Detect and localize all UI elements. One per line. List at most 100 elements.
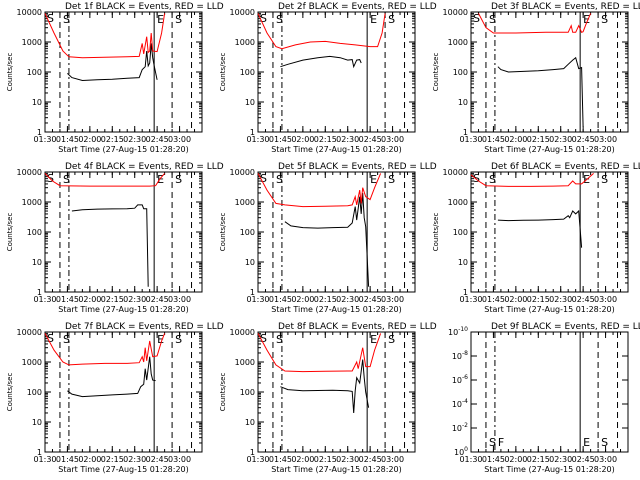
marker-label: S	[489, 13, 496, 26]
marker-label-start: S	[260, 12, 267, 25]
y-tick-label: 10-6	[452, 374, 468, 385]
x-tick-label: 02:00	[78, 295, 101, 304]
y-tick-label: 1000	[22, 358, 42, 367]
chart-title: Det 6f BLACK = Events, RED = LLD	[491, 162, 640, 172]
y-tick-label: 1	[463, 288, 468, 297]
marker-label: S	[175, 333, 182, 346]
y-tick-label: 10000	[230, 168, 255, 177]
x-tick-label: 01:45	[269, 295, 292, 304]
marker-label: E	[583, 13, 590, 26]
x-tick-label: 02:15	[527, 135, 550, 144]
x-tick-label: 02:45	[359, 295, 382, 304]
marker-label: S	[601, 436, 608, 449]
x-tick-label: 01:45	[269, 455, 292, 464]
x-axis-label: Start Time (27-Aug-15 01:28:20)	[484, 305, 615, 314]
x-tick-label: 03:00	[594, 135, 617, 144]
x-tick-label: 01:45	[269, 135, 292, 144]
series-line-lld	[470, 173, 594, 187]
marker-label-start: S	[473, 12, 480, 25]
marker-label: S	[276, 13, 283, 26]
y-tick-label: 10000	[17, 8, 42, 17]
y-tick-label: 10-2	[452, 422, 468, 433]
marker-label: S	[601, 13, 608, 26]
x-tick-label: 02:30	[123, 295, 146, 304]
y-tick-label: 10000	[230, 328, 255, 337]
y-axis-label: Counts/sec	[6, 213, 14, 252]
marker-label-start: S	[473, 172, 480, 185]
series-line-events	[497, 209, 583, 248]
chart-panel-9: Det 9f BLACK = Events, RED = LLD 100 10-2 1…	[448, 322, 640, 474]
x-axis-label: Start Time (27-Aug-15 01:28:20)	[58, 305, 189, 314]
series-line-events	[67, 356, 156, 398]
chart-title: Det 5f BLACK = Events, RED = LLD	[278, 162, 437, 172]
chart-title: Det 3f BLACK = Events, RED = LLD	[491, 2, 640, 12]
x-tick-label: 03:00	[168, 295, 191, 304]
marker-label: S	[489, 436, 496, 449]
series-line-lld	[44, 333, 166, 366]
y-tick-label: 10	[245, 98, 255, 107]
marker-label: E	[157, 333, 164, 346]
x-axis-label: Start Time (27-Aug-15 01:28:20)	[58, 465, 189, 474]
x-tick-label: 02:00	[504, 295, 527, 304]
x-tick-label: 01:45	[56, 135, 79, 144]
y-tick-label: 100	[27, 388, 42, 397]
y-tick-label: 1	[37, 128, 42, 137]
y-tick-label: 1000	[235, 358, 255, 367]
x-tick-label: 02:45	[572, 295, 595, 304]
marker-label: S	[276, 173, 283, 186]
x-tick-label: 02:30	[336, 455, 359, 464]
y-tick-label: 100	[27, 228, 42, 237]
y-tick-label: 10	[32, 418, 42, 427]
x-tick-label: 02:00	[78, 455, 101, 464]
x-tick-label: 01:30	[246, 295, 269, 304]
x-tick-label: 03:00	[594, 295, 617, 304]
x-tick-label: 01:30	[459, 455, 482, 464]
marker-label-start: S	[260, 332, 267, 345]
y-tick-label: 1000	[448, 38, 468, 47]
marker-label: E	[370, 173, 377, 186]
series-line-events	[284, 192, 370, 287]
y-axis-label: Counts/sec	[432, 213, 440, 252]
y-tick-label: 1	[37, 288, 42, 297]
x-tick-label: 02:30	[549, 135, 572, 144]
x-tick-label: 01:45	[482, 135, 505, 144]
y-tick-label: 10	[32, 258, 42, 267]
marker-label: E	[370, 13, 377, 26]
series-line-events	[280, 55, 362, 69]
x-tick-label: 03:00	[594, 455, 617, 464]
x-tick-label: 01:30	[459, 135, 482, 144]
marker-label: F	[498, 436, 504, 449]
series-line-lld	[44, 13, 166, 59]
y-axis-label: Counts/sec	[219, 373, 227, 412]
chart-panel-8: Det 8f BLACK = Events, RED = LLD 1 10 100 10…	[219, 322, 437, 474]
y-tick-label: 10-4	[452, 398, 468, 409]
y-tick-label: 10000	[17, 328, 42, 337]
series-line-lld	[478, 13, 592, 34]
y-tick-label: 100	[240, 68, 255, 77]
marker-label: S	[63, 13, 70, 26]
marker-label: S	[388, 13, 395, 26]
x-tick-label: 02:30	[549, 455, 572, 464]
x-tick-label: 02:00	[291, 135, 314, 144]
x-axis-label: Start Time (27-Aug-15 01:28:20)	[271, 145, 402, 154]
x-tick-label: 02:15	[314, 295, 337, 304]
x-axis-label: Start Time (27-Aug-15 01:28:20)	[58, 145, 189, 154]
y-tick-label: 1	[250, 448, 255, 457]
x-tick-label: 01:30	[33, 455, 56, 464]
x-tick-label: 02:45	[359, 455, 382, 464]
x-tick-label: 02:30	[336, 295, 359, 304]
chart-title: Det 7f BLACK = Events, RED = LLD	[65, 322, 224, 332]
x-tick-label: 03:00	[168, 135, 191, 144]
x-tick-label: 01:30	[33, 135, 56, 144]
x-tick-label: 02:15	[314, 135, 337, 144]
y-tick-label: 1	[250, 128, 255, 137]
x-tick-label: 02:30	[123, 135, 146, 144]
series-line-events	[497, 56, 584, 127]
x-tick-label: 03:00	[381, 135, 404, 144]
x-tick-label: 02:00	[78, 135, 101, 144]
marker-label: S	[388, 333, 395, 346]
y-tick-label: 100	[240, 388, 255, 397]
x-tick-label: 02:15	[527, 295, 550, 304]
chart-panel-2: Det 2f BLACK = Events, RED = LLD 1 10 100 10…	[219, 2, 437, 154]
